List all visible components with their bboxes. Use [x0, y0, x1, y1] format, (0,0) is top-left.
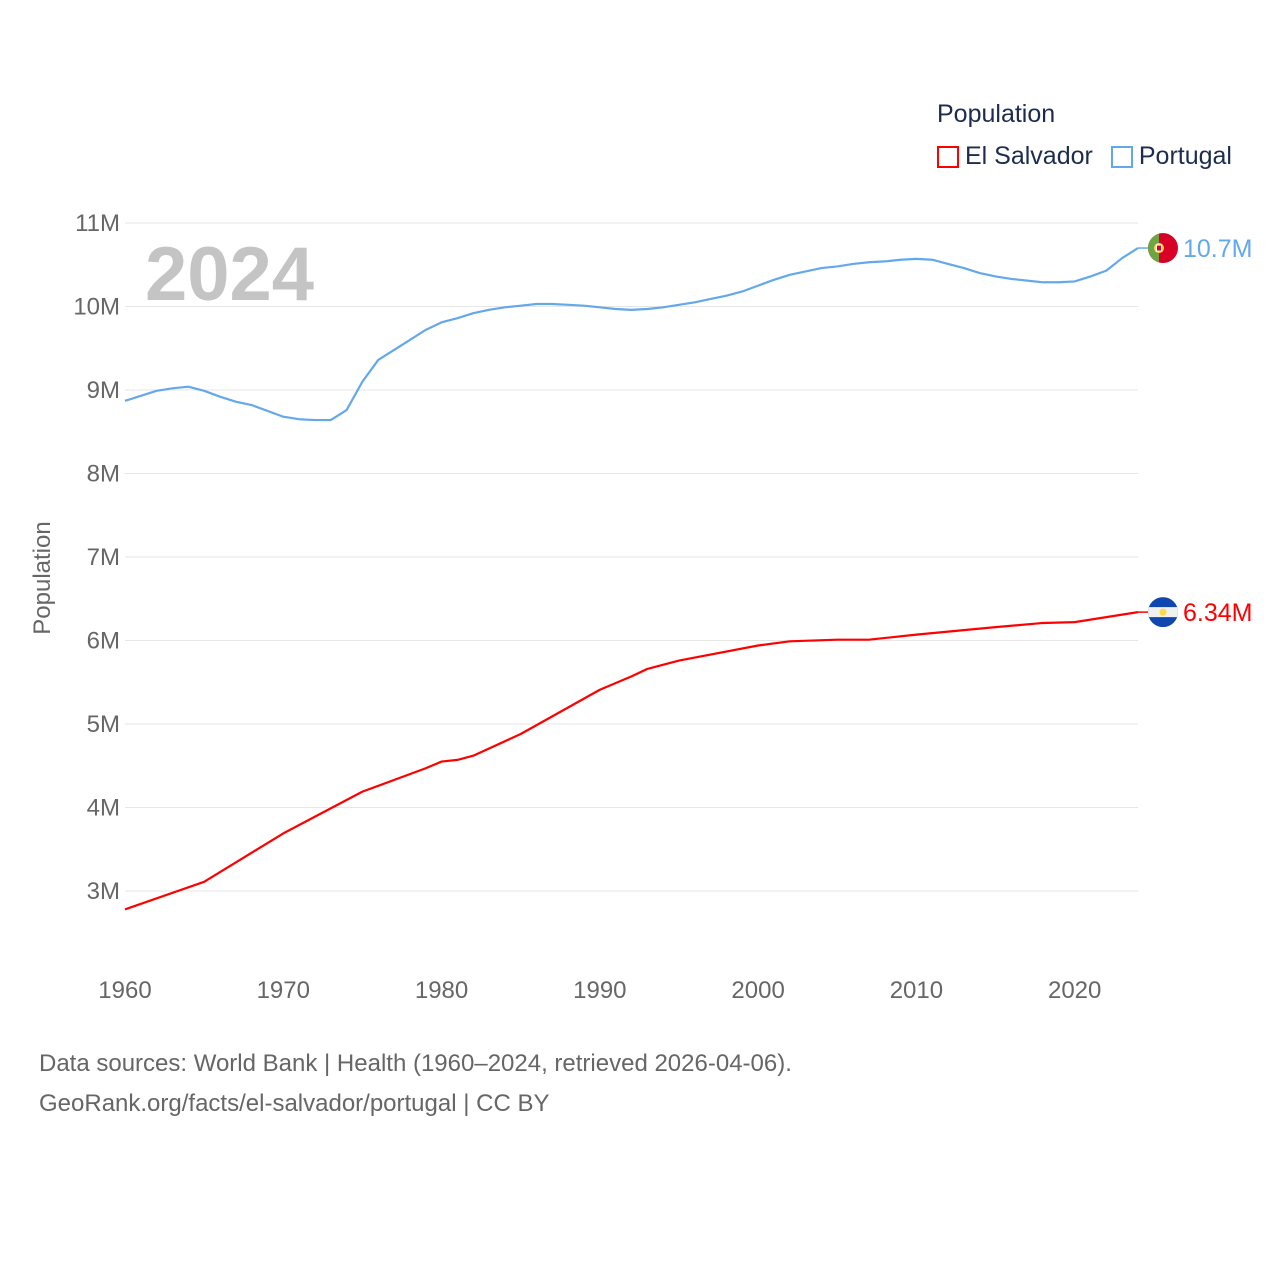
y-tick-label: 5M — [87, 711, 120, 738]
x-tick-label: 2000 — [731, 977, 784, 1004]
y-tick-label: 10M — [73, 294, 120, 321]
x-tick-label: 2010 — [890, 977, 943, 1004]
legend-item-portugal[interactable]: Portugal — [1110, 142, 1232, 171]
legend: El Salvador Portugal — [937, 142, 1232, 171]
end-labels: 6.34M 10.7M — [1138, 233, 1252, 628]
footer: Data sources: World Bank | Health (1960–… — [39, 1044, 792, 1124]
y-tick-label: 4M — [87, 795, 120, 822]
y-tick-label: 7M — [87, 544, 120, 571]
source-link[interactable]: GeoRank.org/facts/el-salvador/portugal |… — [39, 1090, 550, 1117]
el-salvador-flag-icon — [1148, 597, 1178, 628]
x-axis-ticks: 1960 1970 1980 1990 2000 2010 2020 — [98, 977, 1101, 1004]
x-tick-label: 1960 — [98, 977, 151, 1004]
x-tick-label: 1990 — [573, 977, 626, 1004]
y-axis-ticks: 3M 4M 5M 6M 7M 8M 9M 10M 11M — [73, 210, 120, 905]
series-line-el-salvador — [124, 611, 1139, 911]
x-tick-label: 1980 — [415, 977, 468, 1004]
legend-item-el-salvador[interactable]: El Salvador — [937, 142, 1093, 171]
data-source-text: Data sources: World Bank | Health (1960–… — [39, 1050, 792, 1077]
legend-swatch — [937, 145, 959, 168]
y-tick-label: 3M — [87, 878, 120, 905]
series-lines — [124, 247, 1139, 911]
grid — [125, 222, 1138, 892]
portugal-flag-icon — [1148, 233, 1178, 264]
legend-title: Population — [937, 100, 1056, 128]
legend-label: El Salvador — [965, 142, 1093, 170]
end-value-label: 10.7M — [1183, 235, 1252, 263]
legend-label: Portugal — [1138, 142, 1232, 170]
y-tick-label: 9M — [87, 377, 120, 404]
legend-swatch — [1110, 145, 1133, 168]
y-axis-label: Population — [29, 521, 56, 634]
x-tick-label: 2020 — [1048, 977, 1101, 1004]
y-tick-label: 8M — [87, 461, 120, 488]
x-tick-label: 1970 — [257, 977, 310, 1004]
y-tick-label: 6M — [87, 628, 120, 655]
series-line-portugal — [124, 247, 1139, 422]
end-value-label: 6.34M — [1183, 599, 1252, 627]
year-watermark: 2024 — [145, 232, 314, 317]
y-tick-label: 11M — [75, 210, 120, 237]
